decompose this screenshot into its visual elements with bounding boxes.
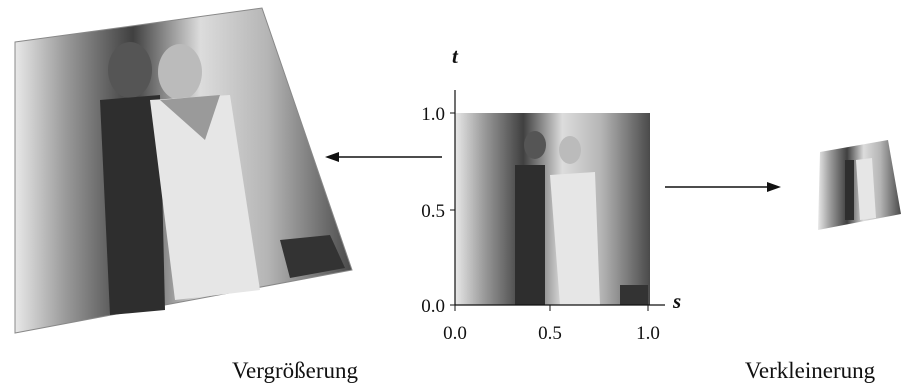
caption: Vergrößerung	[232, 358, 359, 383]
tick-label: 0.0	[443, 323, 467, 344]
tick-label: 1.0	[636, 323, 660, 344]
texture-image	[455, 113, 650, 305]
tick-label: 1.0	[421, 104, 445, 125]
tick-label: 0.5	[538, 323, 562, 344]
tick-label: 0.5	[421, 201, 445, 222]
figure: t s 1.0 0.5 0.0 0.0 0.5 1.0 Vergrößerung…	[0, 0, 901, 389]
arrow-right	[665, 182, 781, 192]
axis-label: s	[672, 289, 681, 313]
axis-label: t	[452, 44, 459, 68]
tick-label: 0.0	[421, 296, 445, 317]
minified-image	[818, 140, 901, 230]
caption: Verkleinerung	[745, 358, 876, 383]
magnified-image	[15, 8, 352, 333]
arrow-left	[325, 152, 442, 162]
